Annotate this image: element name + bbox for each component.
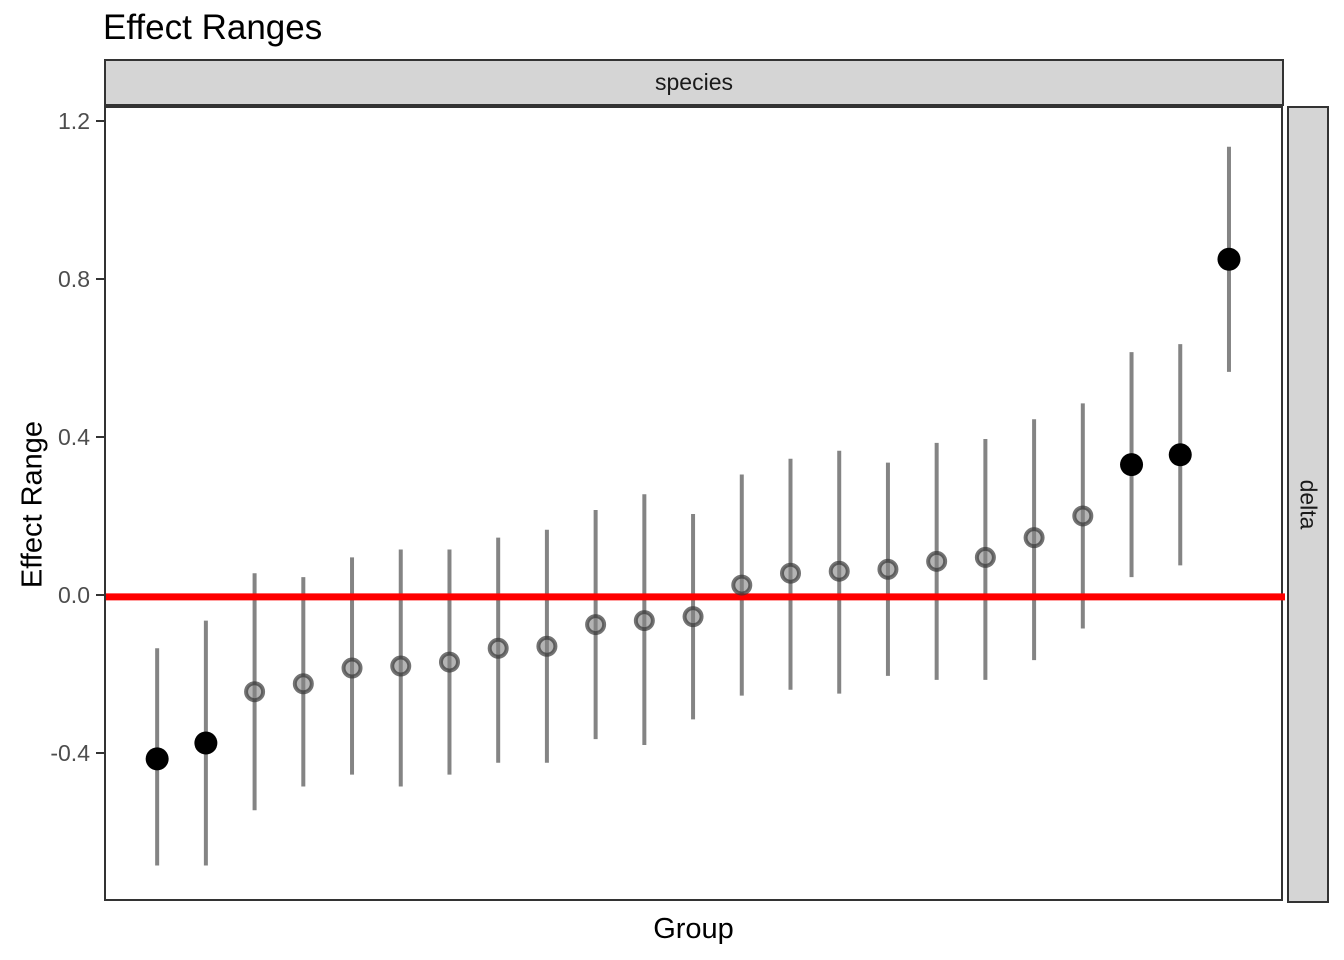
point — [341, 657, 363, 679]
y-tick-label: 1.2 — [58, 108, 90, 134]
y-axis-title: Effect Range — [16, 420, 49, 589]
y-axis: 1.2 0.8 0.4 0.0 -0.4 — [0, 106, 104, 901]
point-significant — [1120, 453, 1144, 477]
point-significant — [1168, 443, 1192, 467]
page-title: Effect Ranges — [103, 8, 323, 47]
facet-strip-delta-label: delta — [1295, 479, 1322, 530]
point-significant — [194, 731, 218, 755]
point — [390, 655, 412, 677]
x-axis-title: Group — [653, 913, 734, 945]
y-tick-label: 0.0 — [58, 581, 90, 608]
point — [877, 558, 899, 580]
point — [292, 673, 314, 695]
point — [244, 681, 266, 703]
y-tick-label: 0.4 — [58, 423, 90, 450]
point — [585, 614, 607, 636]
y-tick-label: -0.4 — [50, 739, 90, 766]
y-tick-mark — [96, 277, 104, 280]
point — [974, 546, 996, 568]
point-significant — [1217, 247, 1241, 271]
y-tick-mark — [96, 435, 104, 438]
point — [828, 560, 850, 582]
point — [1072, 505, 1094, 527]
chart-svg — [106, 146, 1285, 866]
facet-strip-delta: delta — [1287, 106, 1329, 903]
y-tick-mark — [96, 120, 104, 122]
point — [731, 574, 753, 596]
point-significant — [145, 747, 169, 771]
point — [487, 637, 509, 659]
plot-panel — [104, 106, 1285, 901]
point — [682, 606, 704, 628]
facet-strip-species: species — [104, 59, 1284, 106]
point — [780, 562, 802, 584]
point — [1023, 527, 1045, 549]
y-tick-mark — [96, 751, 104, 754]
point — [926, 550, 948, 572]
point — [633, 610, 655, 632]
facet-strip-species-label: species — [655, 69, 733, 95]
y-tick-label: 0.8 — [58, 265, 90, 292]
point — [438, 651, 460, 673]
point — [536, 635, 558, 657]
y-tick-mark — [96, 593, 104, 596]
